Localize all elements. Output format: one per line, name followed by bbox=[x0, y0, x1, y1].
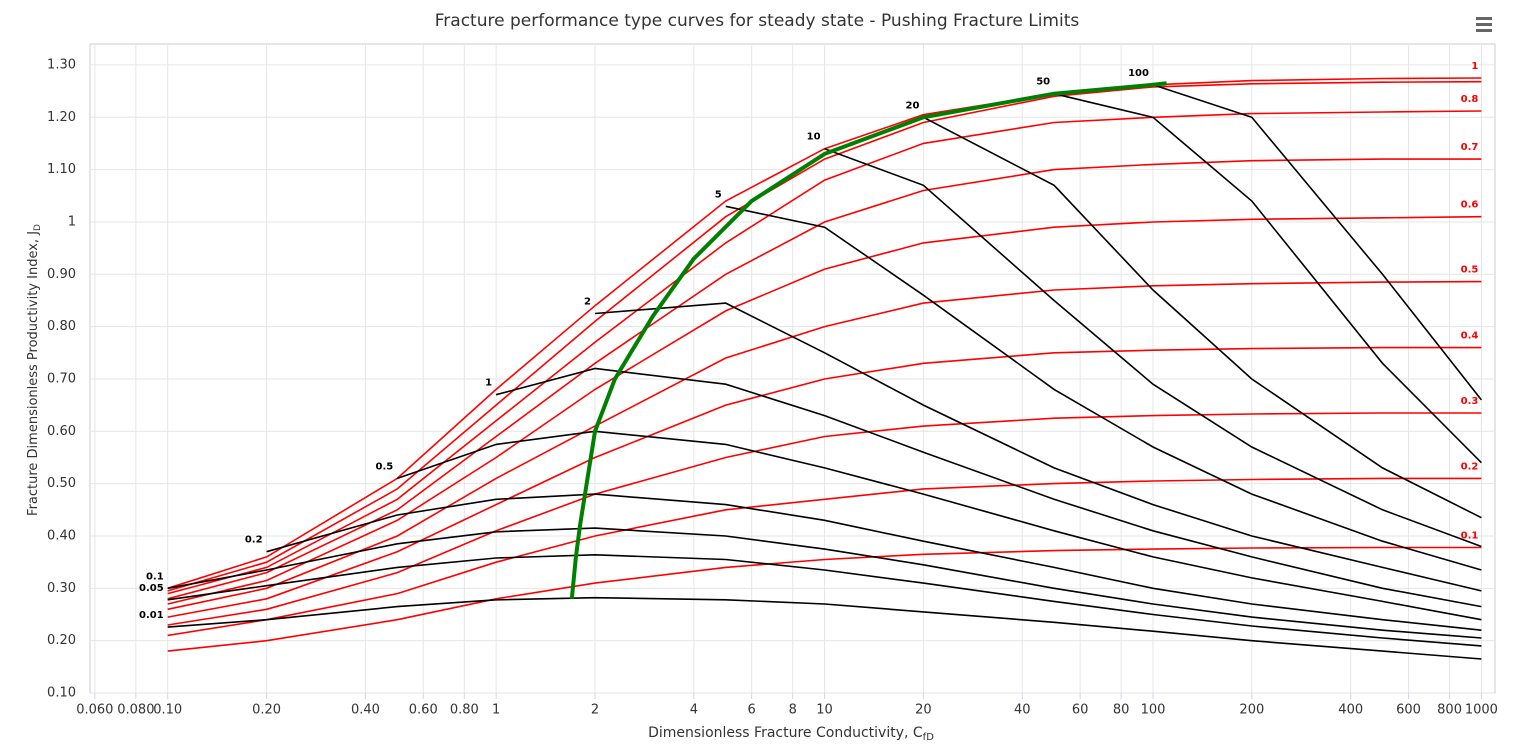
curve-label: 2 bbox=[584, 297, 591, 308]
x-tick-label: 100 bbox=[1141, 703, 1166, 718]
menu-bar[interactable] bbox=[1476, 23, 1492, 26]
y-tick-label: 0.90 bbox=[47, 267, 76, 282]
x-tick-label: 20 bbox=[915, 703, 932, 718]
curve bbox=[569, 81, 1167, 599]
curve bbox=[167, 412, 1482, 626]
curve bbox=[1053, 92, 1482, 464]
curve-label: 0.01 bbox=[139, 610, 164, 621]
y-tick-label: 1.20 bbox=[47, 110, 76, 125]
x-tick-label: 800 bbox=[1437, 703, 1462, 718]
x-tick-label: 60 bbox=[1072, 703, 1089, 718]
x-tick-label: 4 bbox=[690, 703, 698, 718]
y-tick-label: 0.60 bbox=[47, 424, 76, 439]
y-tick-label: 0.40 bbox=[47, 528, 76, 543]
y-tick-label: 1.10 bbox=[47, 162, 76, 177]
curve-label: 0.5 bbox=[1461, 265, 1479, 276]
x-tick-label: 2 bbox=[591, 703, 599, 718]
curve-label: 0.8 bbox=[1461, 94, 1479, 105]
x-tick-label: 0.40 bbox=[351, 703, 380, 718]
y-axis-title-sub: D bbox=[33, 224, 43, 231]
curve bbox=[167, 477, 1482, 637]
curve-label: 0.1 bbox=[146, 571, 164, 582]
curve bbox=[167, 158, 1482, 600]
curve bbox=[725, 205, 1482, 571]
curve-label: 0.05 bbox=[139, 583, 164, 594]
curve bbox=[397, 430, 1482, 621]
x-tick-label: 1 bbox=[492, 703, 500, 718]
y-tick-label: 1 bbox=[68, 214, 76, 229]
curve bbox=[167, 596, 1482, 660]
x-tick-label: 0.060 bbox=[76, 703, 113, 718]
y-tick-label: 0.50 bbox=[47, 476, 76, 491]
chart-title: Fracture performance type curves for ste… bbox=[435, 11, 1080, 31]
curve bbox=[266, 493, 1482, 631]
x-tick-label: 80 bbox=[1113, 703, 1130, 718]
curve-label: 20 bbox=[905, 100, 919, 111]
curve-label: 0.5 bbox=[376, 461, 394, 472]
y-axis-title-text: Fracture Dimensionless Productivity Inde… bbox=[26, 231, 41, 516]
x-tick-label: 0.10 bbox=[153, 703, 182, 718]
curve-label: 0.1 bbox=[1461, 530, 1479, 541]
curve-label: 100 bbox=[1128, 68, 1149, 79]
y-tick-label: 0.30 bbox=[47, 581, 76, 596]
x-axis-title-text: Dimensionless Fracture Conductivity, C bbox=[648, 725, 923, 741]
x-axis-title: Dimensionless Fracture Conductivity, CfD bbox=[648, 725, 934, 743]
curve bbox=[923, 116, 1482, 519]
y-tick-label: 1.30 bbox=[47, 57, 76, 72]
curve-label: 5 bbox=[715, 189, 722, 200]
curve-label: 0.6 bbox=[1461, 200, 1479, 211]
x-tick-label: 10 bbox=[816, 703, 833, 718]
curve bbox=[167, 553, 1482, 647]
curve-label: 0.4 bbox=[1461, 331, 1479, 342]
curve-label: 0.3 bbox=[1461, 396, 1479, 407]
y-tick-label: 0.20 bbox=[47, 633, 76, 648]
curve-label: 1 bbox=[1471, 61, 1478, 72]
x-tick-label: 6 bbox=[748, 703, 756, 718]
curve bbox=[167, 280, 1482, 611]
curve bbox=[167, 110, 1482, 595]
x-tick-label: 8 bbox=[789, 703, 797, 718]
curve bbox=[1152, 84, 1483, 401]
curve bbox=[594, 302, 1482, 592]
x-tick-label: 600 bbox=[1396, 703, 1421, 718]
menu-button[interactable] bbox=[1476, 17, 1492, 32]
y-axis-title: Fracture Dimensionless Productivity Inde… bbox=[26, 224, 43, 516]
y-tick-label: 0.10 bbox=[47, 686, 76, 701]
curve bbox=[167, 546, 1482, 652]
curve bbox=[167, 346, 1482, 618]
x-tick-label: 400 bbox=[1338, 703, 1363, 718]
x-tick-label: 40 bbox=[1014, 703, 1031, 718]
x-tick-label: 0.080 bbox=[117, 703, 154, 718]
curve-label: 10 bbox=[807, 132, 821, 143]
menu-bar[interactable] bbox=[1476, 29, 1492, 32]
x-tick-label: 200 bbox=[1239, 703, 1264, 718]
curve bbox=[824, 147, 1482, 548]
curve bbox=[167, 527, 1482, 639]
curve bbox=[167, 215, 1482, 605]
curve bbox=[495, 367, 1482, 608]
x-tick-label: 1000 bbox=[1465, 703, 1498, 718]
y-tick-label: 0.80 bbox=[47, 319, 76, 334]
y-tick-label: 0.70 bbox=[47, 371, 76, 386]
curve bbox=[167, 80, 1482, 592]
curve-label: 0.2 bbox=[245, 535, 263, 546]
x-tick-label: 0.80 bbox=[450, 703, 479, 718]
x-tick-label: 0.20 bbox=[252, 703, 281, 718]
menu-bar[interactable] bbox=[1476, 17, 1492, 20]
x-tick-label: 0.60 bbox=[409, 703, 438, 718]
curve-label: 0.2 bbox=[1461, 461, 1479, 472]
x-axis-title-sub: fD bbox=[923, 732, 935, 743]
curve-label: 1 bbox=[485, 378, 492, 389]
curve-label: 0.7 bbox=[1461, 142, 1479, 153]
curve-label: 50 bbox=[1036, 77, 1050, 88]
